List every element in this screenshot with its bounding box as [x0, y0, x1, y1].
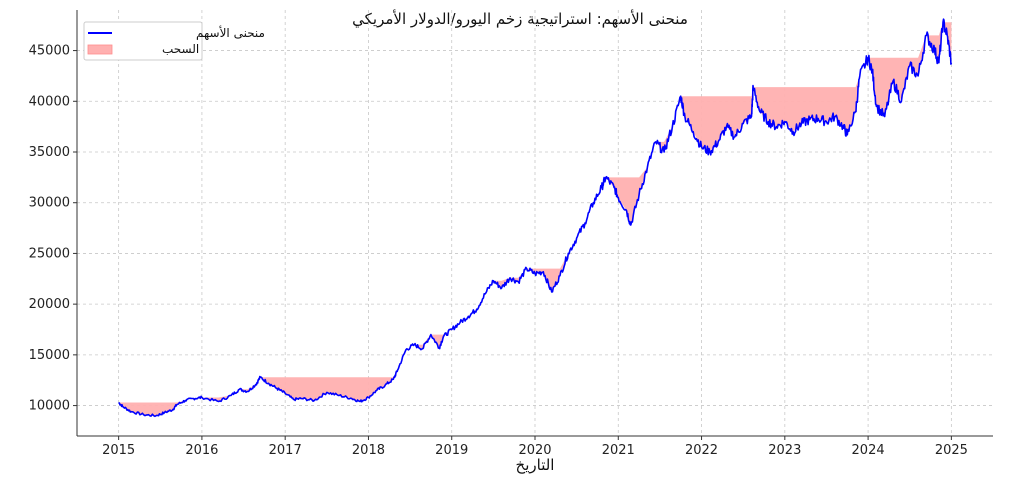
drawdown-areas — [118, 22, 952, 416]
x-tick-label: 2025 — [935, 443, 968, 458]
x-tick-label: 2017 — [269, 443, 302, 458]
y-axis-ticks: 10000 15000 20000 25000 30000 35000 40000 45000 — [29, 44, 77, 414]
y-tick-label: 10000 — [29, 399, 70, 414]
y-tick-label: 40000 — [29, 94, 70, 109]
x-axis-ticks: 2015 2016 2017 2018 2019 2020 2021 2022 2023 2024… — [102, 436, 968, 458]
legend: منحنى الأسهم السحب — [83, 21, 265, 61]
y-tick-label: 35000 — [29, 145, 70, 160]
y-tick-label: 25000 — [29, 246, 70, 261]
legend-series-label: منحنى الأسهم — [196, 25, 265, 40]
x-tick-label: 2020 — [518, 443, 551, 458]
y-tick-label: 45000 — [29, 44, 70, 59]
equity-line-layer — [118, 18, 953, 418]
y-tick-label: 15000 — [29, 348, 70, 363]
chart-title: منحنى الأسهم: استراتيجية زخم اليورو/الدو… — [352, 9, 688, 29]
x-tick-label: 2022 — [685, 443, 718, 458]
x-tick-label: 2016 — [185, 443, 218, 458]
x-tick-label: 2015 — [102, 443, 135, 458]
equity-line — [118, 18, 953, 418]
grid-lines — [77, 10, 993, 436]
x-axis-label: التاريخ — [516, 456, 555, 474]
x-tick-label: 2018 — [352, 443, 385, 458]
legend-box — [83, 21, 203, 61]
legend-drawdown-swatch — [87, 44, 113, 55]
x-tick-label: 2019 — [435, 443, 468, 458]
legend-drawdown-label: السحب — [162, 42, 199, 56]
x-tick-label: 2023 — [768, 443, 801, 458]
x-tick-label: 2024 — [852, 443, 885, 458]
x-tick-label: 2021 — [602, 443, 635, 458]
drawdown-area — [118, 22, 952, 416]
y-tick-label: 20000 — [29, 297, 70, 312]
y-tick-label: 30000 — [29, 196, 70, 211]
